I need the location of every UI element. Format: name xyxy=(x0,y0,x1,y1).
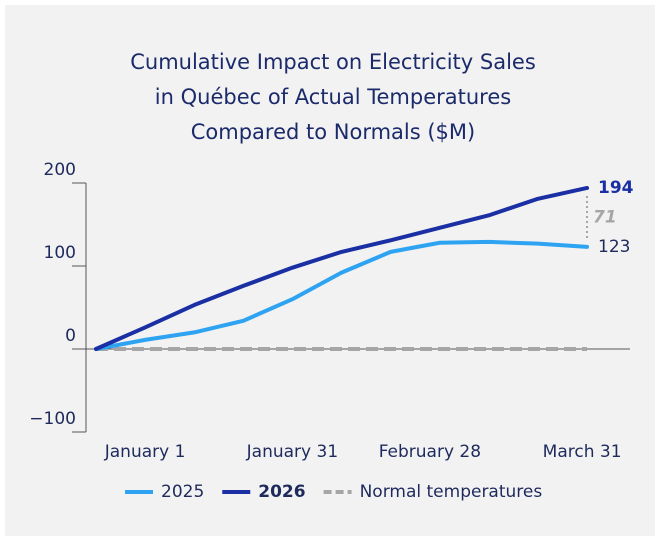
x-tick-label: March 31 xyxy=(543,442,622,462)
difference-label: 71 xyxy=(593,207,617,227)
chart-title: in Québec of Actual Temperatures xyxy=(155,85,511,109)
series-line xyxy=(94,185,589,351)
y-tick-label: 200 xyxy=(44,160,76,180)
x-tick-label: January 31 xyxy=(246,442,338,462)
background xyxy=(5,5,655,536)
legend-label: 2025 xyxy=(161,482,204,502)
series-line xyxy=(94,239,589,351)
x-tick-label: February 28 xyxy=(379,442,481,462)
legend-label: Normal temperatures xyxy=(360,482,543,502)
y-tick-label: 100 xyxy=(44,243,76,263)
legend-label: 2026 xyxy=(258,482,305,502)
chart-title: Compared to Normals ($M) xyxy=(191,120,475,144)
x-tick-label: January 1 xyxy=(104,442,186,462)
value-label: 123 xyxy=(598,237,630,257)
y-tick-label: −100 xyxy=(29,409,76,429)
chart-title: Cumulative Impact on Electricity Sales xyxy=(130,50,536,74)
value-label: 194 xyxy=(598,178,634,198)
y-tick-label: 0 xyxy=(65,326,76,346)
